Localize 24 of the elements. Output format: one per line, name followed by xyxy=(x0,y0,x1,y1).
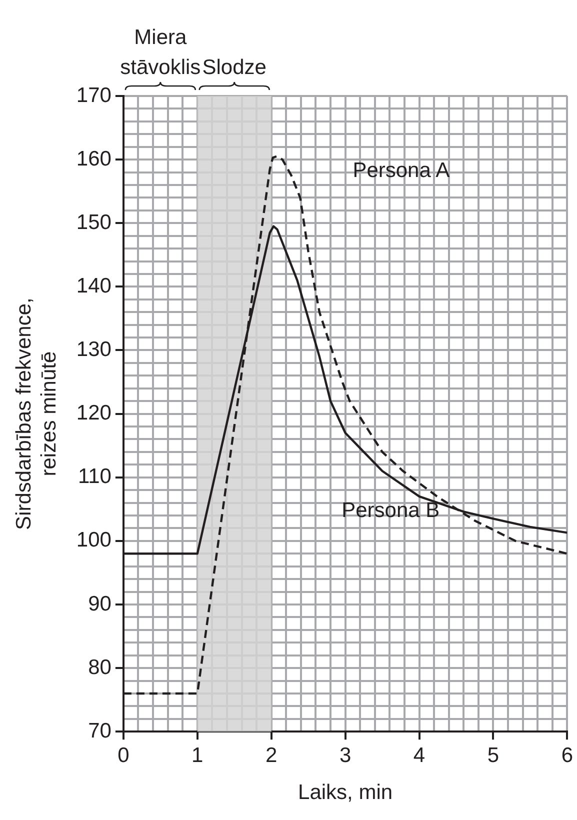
x-tick-label: 6 xyxy=(561,744,574,767)
text: Miera stāvoklis xyxy=(120,26,201,79)
band-label: Slodze xyxy=(202,56,266,79)
y-tick-label: 120 xyxy=(76,402,112,425)
y-axis-title: Sirdsdarbības frekvence, reizes minūtē xyxy=(12,298,61,530)
series-label: Persona B xyxy=(342,499,440,522)
y-tick-label: 100 xyxy=(76,528,112,552)
x-tick-label: 0 xyxy=(118,744,130,767)
x-tick-label: 5 xyxy=(487,744,500,767)
x-tick-label: 3 xyxy=(339,744,352,767)
y-tick-label: 160 xyxy=(76,147,112,170)
x-tick-label: 2 xyxy=(266,744,278,767)
y-tick-label: 70 xyxy=(88,719,112,742)
y-tick-label: 150 xyxy=(76,210,112,234)
y-tick-label: 90 xyxy=(88,592,112,616)
x-tick-label: 4 xyxy=(413,744,426,767)
y-tick-label: 170 xyxy=(76,84,112,107)
y-tick-label: 110 xyxy=(78,465,112,488)
y-tick-label: 140 xyxy=(76,274,112,298)
x-axis-title: Laiks, min xyxy=(298,781,393,804)
y-tick-label: 80 xyxy=(88,656,112,679)
text: Persona A xyxy=(352,159,450,182)
x-tick-label: 1 xyxy=(192,744,204,767)
y-tick-label: 130 xyxy=(76,338,112,362)
